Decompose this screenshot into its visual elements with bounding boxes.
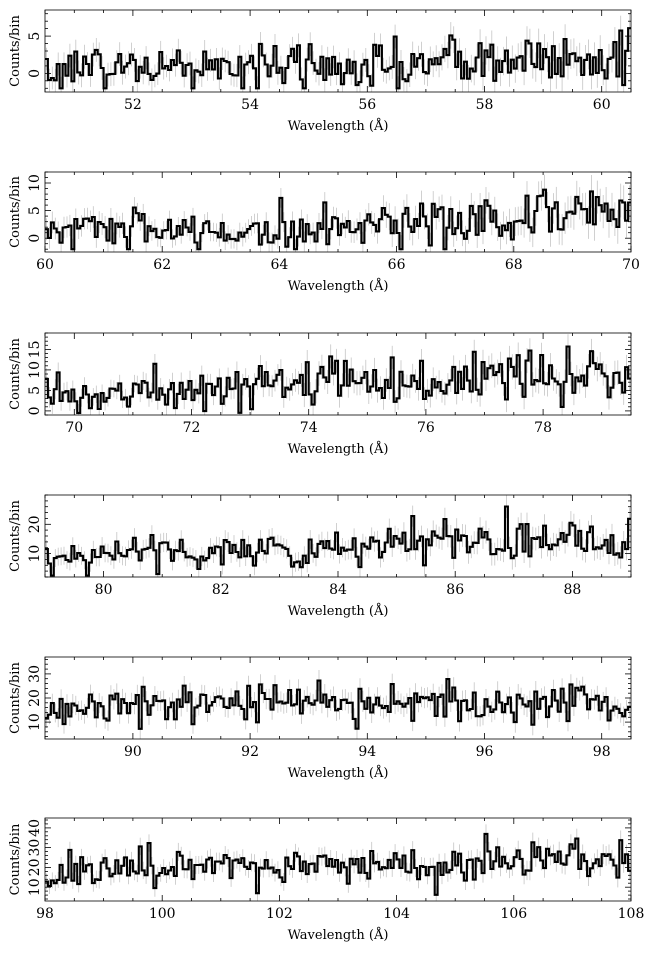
panel-5: 90 92 94 96 98 10 20 30 Wavelength (Å) Counts/bin (8, 656, 632, 781)
x-tick-label: 60 (36, 257, 54, 273)
x-axis-label: Wavelength (Å) (288, 118, 389, 134)
x-tick-label: 100 (149, 906, 176, 922)
x-tick-label: 66 (388, 257, 406, 273)
x-axis-label: Wavelength (Å) (288, 603, 389, 619)
x-tick-label: 60 (593, 97, 611, 113)
x-tick-label: 52 (124, 97, 142, 113)
y-tick-label: 0 (27, 69, 43, 78)
x-axis-label: Wavelength (Å) (288, 927, 389, 943)
y-tick-label: 20 (27, 689, 43, 707)
x-tick-label: 96 (476, 744, 494, 760)
spectrum-histogram (45, 345, 631, 414)
x-tick-label: 54 (241, 97, 259, 113)
x-tick-label: 106 (500, 906, 527, 922)
x-tick-label: 88 (563, 582, 581, 598)
panel-1: 52 54 56 58 60 0 5 Wavelength (Å) Counts/bin (8, 9, 632, 134)
y-axis-label: Counts/bin (8, 338, 23, 410)
y-tick-label: 5 (27, 386, 43, 395)
x-tick-label: 62 (153, 257, 171, 273)
y-tick-label: 20 (27, 515, 43, 533)
x-tick-label: 108 (618, 906, 645, 922)
x-tick-label: 56 (358, 97, 376, 113)
y-tick-label: 0 (27, 406, 43, 415)
x-axis-label: Wavelength (Å) (288, 278, 389, 294)
y-axis-label: Counts/bin (8, 176, 23, 248)
y-tick-label: 10 (27, 713, 43, 731)
x-tick-label: 58 (476, 97, 494, 113)
spectrum-histogram (45, 832, 631, 896)
y-tick-label: 20 (27, 858, 43, 876)
spectrum-histogram (45, 188, 631, 251)
y-tick-label: 15 (27, 340, 43, 358)
x-axis-label: Wavelength (Å) (288, 441, 389, 457)
x-tick-label: 82 (212, 582, 230, 598)
y-axis-label: Counts/bin (8, 823, 23, 895)
y-tick-label: 10 (27, 174, 43, 192)
panel-3: 70 72 74 76 78 0 5 10 15 Wavelength (Å) Counts/bin (8, 332, 632, 457)
spectrum-histogram (45, 678, 631, 730)
y-tick-label: 5 (27, 206, 43, 215)
x-tick-label: 76 (417, 420, 435, 436)
x-tick-label: 70 (622, 257, 640, 273)
x-tick-label: 78 (534, 420, 552, 436)
y-tick-label: 10 (27, 361, 43, 379)
x-tick-label: 102 (266, 906, 293, 922)
y-axis-label: Counts/bin (8, 662, 23, 734)
x-axis-label: Wavelength (Å) (288, 765, 389, 781)
y-axis-label: Counts/bin (8, 500, 23, 572)
x-tick-label: 74 (300, 420, 318, 436)
x-tick-label: 64 (270, 257, 288, 273)
y-axis-label: Counts/bin (8, 15, 23, 87)
y-tick-label: 0 (27, 234, 43, 243)
y-tick-label: 30 (27, 665, 43, 683)
x-tick-label: 98 (593, 744, 611, 760)
y-tick-label: 30 (27, 839, 43, 857)
panel-2: 60 62 64 66 68 70 0 5 10 Wavelength (Å) Counts/bin (8, 171, 640, 294)
x-tick-label: 84 (329, 582, 347, 598)
x-tick-label: 94 (358, 744, 376, 760)
y-tick-label: 10 (27, 545, 43, 563)
x-tick-label: 92 (241, 744, 259, 760)
spectrum-histogram (45, 505, 631, 577)
x-tick-label: 72 (183, 420, 201, 436)
x-tick-label: 68 (505, 257, 523, 273)
panel-4: 80 82 84 86 88 10 20 Wavelength (Å) Counts/bin (8, 494, 632, 619)
x-tick-label: 86 (446, 582, 464, 598)
x-tick-label: 70 (65, 420, 83, 436)
x-tick-label: 80 (95, 582, 113, 598)
y-tick-label: 10 (27, 878, 43, 896)
x-tick-label: 104 (383, 906, 410, 922)
y-tick-label: 40 (27, 819, 43, 837)
x-tick-label: 90 (124, 744, 142, 760)
y-tick-label: 5 (27, 32, 43, 41)
x-tick-label: 98 (36, 906, 54, 922)
spectrum-histogram (45, 27, 631, 90)
